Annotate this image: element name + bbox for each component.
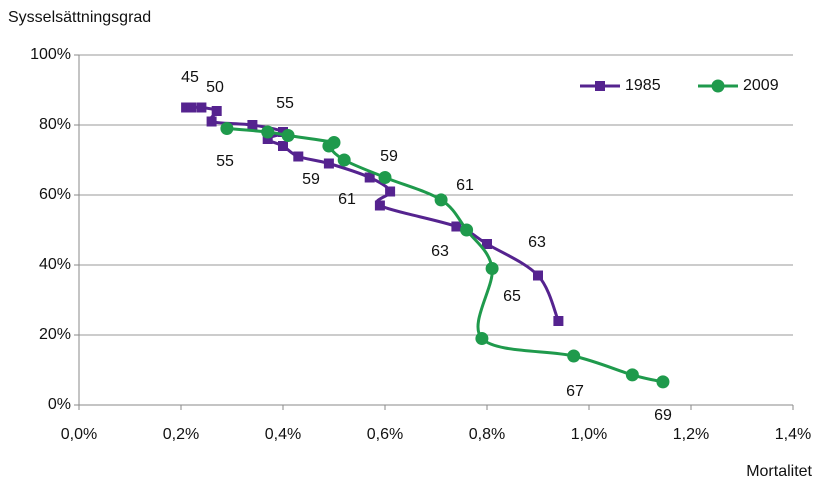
data-point [220, 122, 234, 135]
annotation: 59 [302, 171, 320, 188]
data-point [451, 221, 462, 232]
legend-marker [711, 79, 725, 93]
data-point [482, 239, 492, 249]
annotation: 65 [503, 288, 521, 305]
data-point [533, 270, 543, 281]
data-point [278, 141, 288, 151]
x-tick-label: 0,0% [61, 426, 97, 443]
x-tick-label: 0,4% [265, 426, 301, 443]
annotation: 55 [216, 153, 234, 170]
data-point [186, 102, 197, 113]
data-point [281, 129, 295, 142]
annotation: 45 [181, 69, 199, 86]
x-tick-label: 0,6% [367, 426, 403, 443]
legend-marker [595, 81, 605, 91]
data-point [460, 223, 474, 237]
data-point [337, 153, 351, 167]
y-tick-label: 40% [39, 256, 71, 273]
x-tick-label: 1,2% [673, 426, 709, 443]
data-point [475, 332, 489, 345]
y-tick-label: 0% [48, 396, 71, 413]
annotation: 61 [338, 191, 356, 208]
x-tick-label: 0,8% [469, 426, 505, 443]
series-line [226, 127, 664, 384]
y-tick-label: 80% [39, 116, 71, 133]
data-point [385, 186, 396, 197]
x-tick-label: 0,2% [163, 426, 199, 443]
annotation: 50 [206, 79, 224, 96]
annotation: 63 [528, 234, 546, 251]
annotation: 63 [431, 243, 449, 260]
y-tick-label: 60% [39, 186, 71, 203]
y-axis-title: Sysselsättningsgrad [8, 9, 151, 26]
data-point [261, 125, 275, 139]
data-point [262, 134, 273, 144]
data-point [378, 171, 392, 184]
data-point [293, 151, 304, 162]
data-point [374, 200, 385, 211]
data-point [625, 368, 639, 382]
data-point [323, 158, 334, 169]
annotation: 69 [654, 407, 672, 424]
x-tick-label: 1,4% [775, 426, 811, 443]
data-point [434, 193, 448, 207]
y-tick-label: 100% [30, 46, 71, 63]
data-point [181, 102, 192, 113]
annotation: 55 [276, 95, 294, 112]
y-tick-label: 20% [39, 326, 71, 343]
data-point [656, 375, 670, 389]
legend-label: 2009 [743, 77, 779, 94]
data-point [485, 262, 499, 275]
annotation: 59 [380, 148, 398, 165]
data-point [247, 120, 258, 130]
x-tick-label: 1,0% [571, 426, 607, 443]
data-point [567, 349, 581, 363]
annotation: 61 [456, 177, 474, 194]
data-point [364, 172, 375, 183]
annotation: 67 [566, 383, 584, 400]
legend-label: 1985 [625, 77, 661, 94]
data-point [211, 106, 222, 116]
data-point [206, 116, 217, 127]
data-point [322, 139, 336, 153]
data-point [553, 316, 564, 326]
data-point [196, 102, 207, 113]
x-axis-title: Mortalitet [746, 463, 812, 480]
